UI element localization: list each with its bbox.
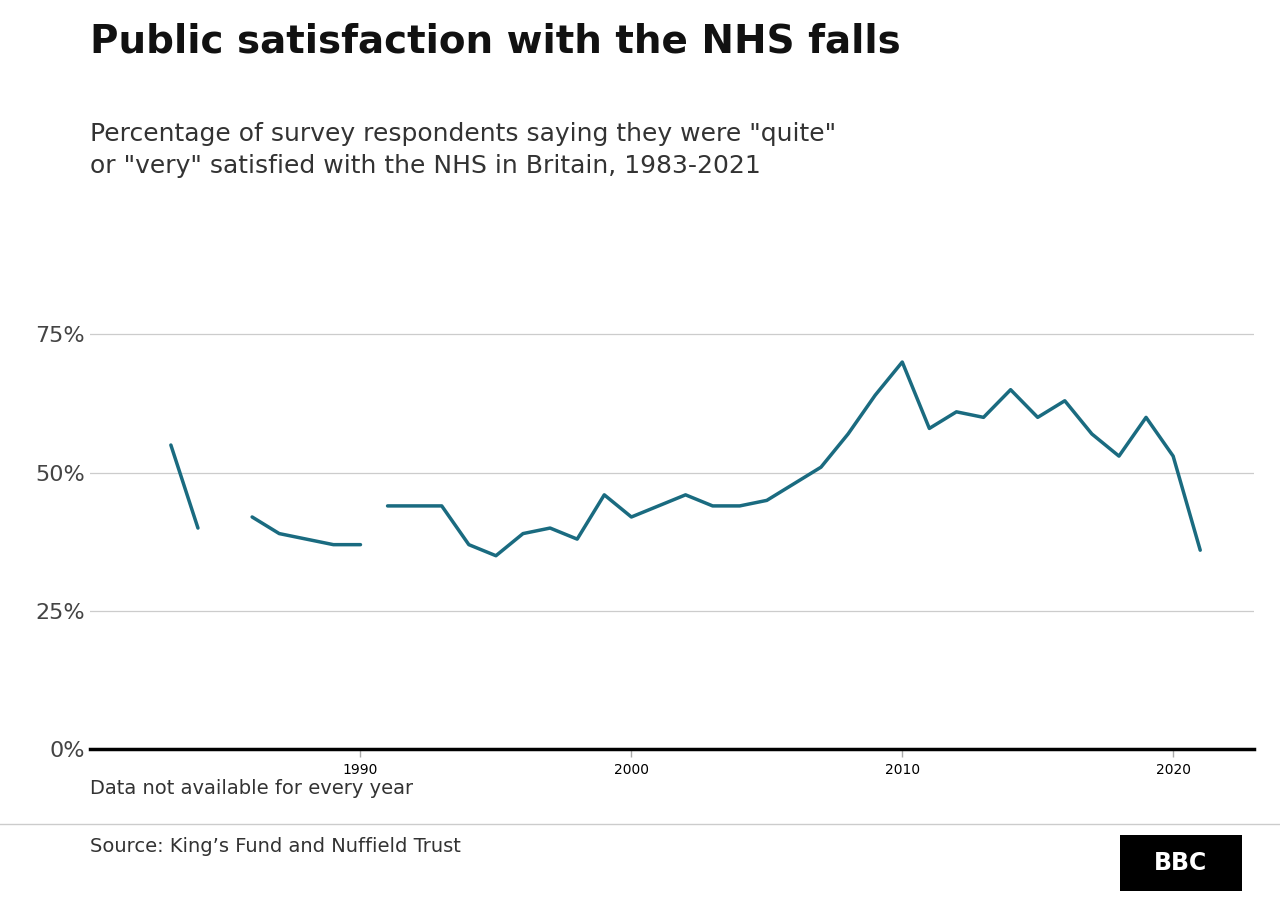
Text: Percentage of survey respondents saying they were "quite"
or "very" satisfied wi: Percentage of survey respondents saying … — [90, 122, 836, 178]
Text: Source: King’s Fund and Nuffield Trust: Source: King’s Fund and Nuffield Trust — [90, 837, 461, 856]
Text: BBC: BBC — [1155, 851, 1207, 875]
Text: Public satisfaction with the NHS falls: Public satisfaction with the NHS falls — [90, 22, 900, 60]
Text: Data not available for every year: Data not available for every year — [90, 778, 412, 797]
